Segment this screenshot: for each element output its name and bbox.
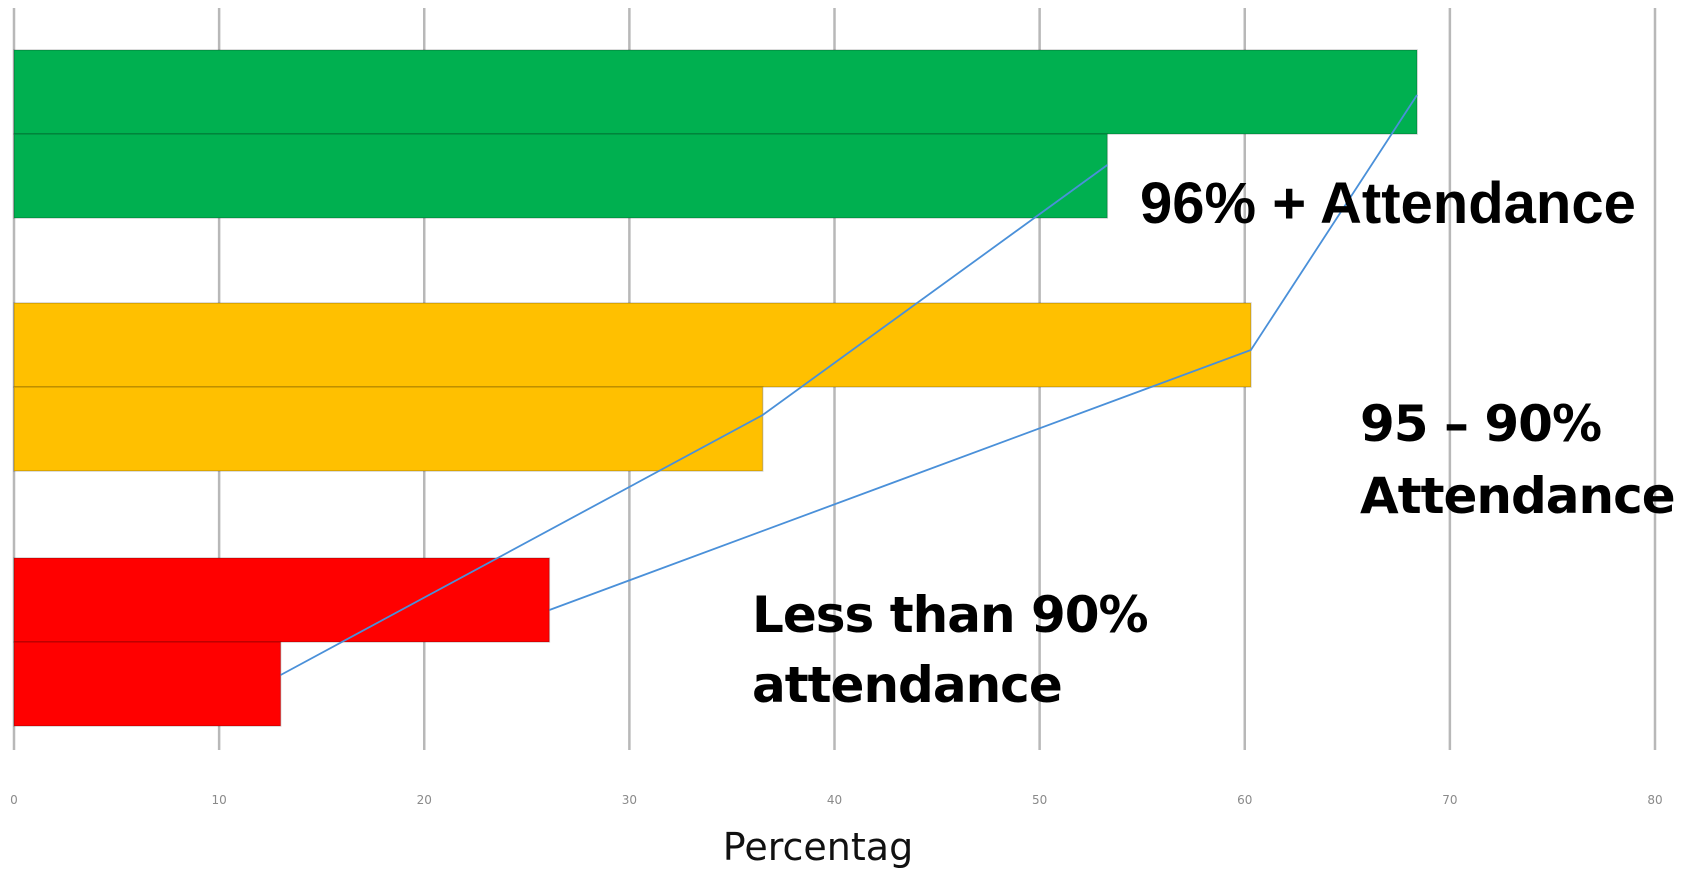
x-tick-40: 40 (827, 793, 842, 807)
bar-group-2-series-0 (13, 557, 551, 643)
x-tick-70: 70 (1442, 793, 1457, 807)
x-tick-30: 30 (622, 793, 637, 807)
x-tick-60: 60 (1237, 793, 1252, 807)
x-axis-ticks: 0 10 20 30 40 50 60 70 80 (10, 793, 1662, 807)
connector-line-1 (280, 164, 1108, 676)
connector-line-0 (549, 94, 1418, 611)
connector-lines (280, 94, 1418, 676)
bar-group-0-series-0 (13, 49, 1418, 135)
bar-group-0-series-1 (13, 133, 1109, 219)
x-tick-0: 0 (10, 793, 18, 807)
x-tick-80: 80 (1647, 793, 1662, 807)
label-95-90-attendance: 95 – 90% Attendance (1360, 395, 1676, 525)
x-axis-label: Percentag (723, 825, 913, 869)
label-96-plus-attendance: 96% + Attendance (1140, 171, 1636, 236)
label-less-than-90-attendance: Less than 90% attendance (752, 586, 1149, 714)
bar-group-2-series-1 (13, 641, 282, 727)
x-tick-10: 10 (211, 793, 226, 807)
x-tick-20: 20 (417, 793, 432, 807)
bars (13, 49, 1418, 727)
bar-group-1-series-1 (13, 386, 764, 472)
x-tick-50: 50 (1032, 793, 1047, 807)
bar-group-1-series-0 (13, 302, 1252, 388)
